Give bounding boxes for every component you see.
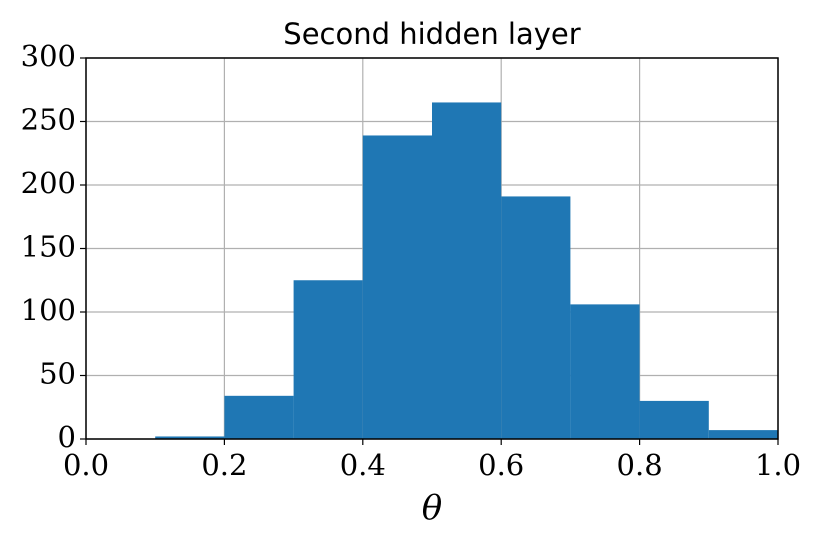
x-tick-label: 0.4	[340, 448, 386, 482]
chart-title: Second hidden layer	[283, 17, 580, 51]
bar	[501, 196, 571, 439]
y-tick-label: 250	[21, 103, 76, 137]
x-tick-label: 0.0	[63, 448, 109, 482]
y-tick-label: 100	[21, 293, 76, 327]
y-tick-label: 150	[21, 230, 76, 264]
bar	[708, 430, 778, 439]
bar	[639, 400, 709, 439]
x-tick-label: 1.0	[755, 448, 801, 482]
bar	[293, 280, 363, 439]
y-tick-label: 50	[39, 357, 76, 391]
x-tick-label: 0.6	[478, 448, 524, 482]
plot-frame	[85, 57, 779, 440]
x-tick-label: 0.8	[617, 448, 663, 482]
y-tick-label: 0	[58, 420, 76, 454]
bar	[155, 436, 225, 439]
bar	[224, 395, 294, 439]
bar	[570, 304, 640, 439]
bar	[362, 135, 432, 439]
bar	[432, 102, 502, 439]
y-tick-label: 200	[21, 166, 76, 200]
x-axis-label: θ	[422, 488, 442, 528]
y-tick-label: 300	[21, 39, 76, 73]
x-tick-label: 0.2	[201, 448, 247, 482]
